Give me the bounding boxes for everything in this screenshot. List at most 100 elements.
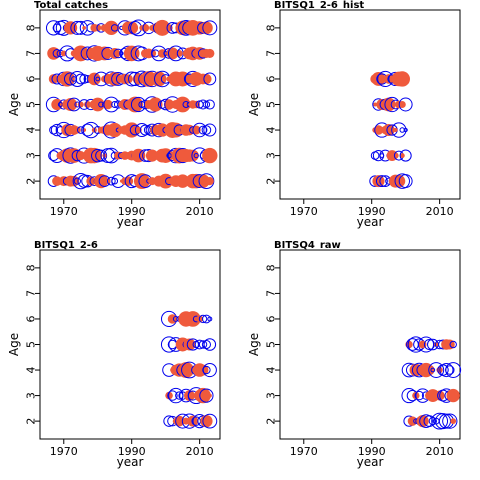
- bubble-positive: [434, 342, 439, 347]
- bubble-positive: [191, 125, 201, 135]
- bubble-negative: [111, 100, 119, 109]
- x-axis-label: year: [117, 215, 144, 229]
- bubble-positive: [371, 71, 386, 86]
- bubble-positive: [180, 73, 192, 85]
- bubble-negative: [203, 72, 217, 86]
- y-tick-label: 6: [265, 75, 278, 82]
- bubble-negative: [192, 122, 207, 138]
- bubble-positive: [82, 26, 86, 30]
- x-tick-label: 2010: [426, 445, 454, 458]
- y-tick-label: 2: [25, 178, 38, 185]
- bubble-negative: [202, 314, 211, 324]
- plot-frame: [279, 249, 461, 440]
- bubble-negative: [95, 76, 101, 82]
- x-tick-label: 1970: [50, 445, 78, 458]
- bubble-positive: [107, 122, 122, 138]
- bubble-marks: [45, 19, 218, 190]
- bubble-positive: [381, 97, 396, 112]
- x-tick-label: 1970: [290, 445, 318, 458]
- bubble-negative: [106, 176, 116, 186]
- bubble-positive: [86, 147, 103, 164]
- bubble-negative: [69, 70, 86, 87]
- bubble-negative: [207, 316, 213, 322]
- bubble-negative: [204, 99, 215, 110]
- bubble-positive: [60, 50, 67, 57]
- x-tick-label: 2010: [186, 205, 214, 218]
- bubble-positive: [109, 48, 121, 59]
- y-tick-label: 3: [265, 152, 278, 159]
- bubble-positive: [86, 176, 96, 186]
- y-tick-label: 7: [265, 290, 278, 297]
- x-tick-label: 2010: [186, 445, 214, 458]
- bubble-positive: [398, 100, 406, 109]
- bubble-negative: [423, 415, 436, 428]
- bubble-positive: [168, 122, 184, 138]
- bubble-negative: [394, 173, 410, 189]
- x-axis-label: year: [117, 455, 144, 469]
- x-tick-label: 1990: [118, 205, 146, 218]
- y-tick-label: 5: [265, 341, 278, 348]
- bubble-negative: [202, 365, 211, 375]
- panel-bitsq4-raw: BITSQ4_raw year Age 1970 1990 2010 2 3 4 5 6 7 8: [247, 240, 462, 469]
- bubble-positive: [90, 97, 105, 112]
- y-tick-label: 7: [265, 50, 278, 57]
- bubble-marks: [369, 70, 413, 189]
- bubble-positive: [175, 174, 190, 188]
- panel-bitsq1-2-6: BITSQ1_2-6 year Age 1970 1990 2010 2 3 4 5 6 7 8: [7, 240, 221, 469]
- x-axis-label: year: [357, 455, 384, 469]
- bubble-positive: [94, 174, 109, 189]
- y-tick-label: 4: [25, 127, 38, 134]
- x-tick-label: 2010: [426, 205, 454, 218]
- bubble-positive: [446, 388, 460, 403]
- bubble-negative: [73, 177, 81, 185]
- bubble-negative: [167, 390, 178, 401]
- axis-ticks: 1970 1990 2010 2 3 4 5 6 7 8: [25, 24, 214, 218]
- bubble-marks: [160, 310, 218, 429]
- bubble-negative: [95, 149, 108, 162]
- bubble-negative: [430, 367, 436, 373]
- y-tick-label: 2: [265, 178, 278, 185]
- x-tick-label: 1970: [50, 205, 78, 218]
- y-tick-label: 8: [265, 264, 278, 271]
- y-tick-label: 3: [25, 392, 38, 399]
- bubble-positive: [103, 99, 113, 110]
- bubble-positive: [392, 152, 399, 159]
- bubble-negative: [442, 413, 458, 429]
- bubble-negative: [418, 336, 435, 353]
- bubble-negative: [398, 97, 413, 112]
- x-tick-label: 1970: [290, 205, 318, 218]
- bubble-positive: [131, 148, 146, 163]
- bubble-negative: [134, 123, 149, 138]
- bubble-positive: [373, 102, 378, 107]
- bubble-positive: [202, 147, 218, 164]
- bubble-negative: [449, 340, 457, 349]
- x-tick-label: 1990: [358, 205, 386, 218]
- bubble-negative: [202, 413, 218, 429]
- plot-frame: [279, 9, 461, 200]
- y-tick-label: 7: [25, 50, 38, 57]
- panel-title: BITSQ4_raw: [274, 240, 341, 251]
- bubble-positive: [148, 97, 163, 112]
- y-tick-label: 2: [25, 418, 38, 425]
- bubble-negative: [398, 174, 413, 189]
- bubble-positive: [127, 96, 144, 113]
- y-tick-label: 4: [265, 127, 278, 134]
- bubble-positive: [97, 46, 112, 61]
- bubble-negative: [199, 388, 214, 403]
- bubble-positive: [183, 338, 196, 351]
- bubble-negative: [399, 149, 412, 162]
- y-tick-label: 5: [265, 101, 278, 108]
- bubble-negative: [439, 362, 454, 378]
- x-tick-label: 1990: [118, 445, 146, 458]
- bubble-negative: [203, 338, 217, 351]
- bubble-negative: [419, 414, 433, 428]
- bubble-negative: [403, 127, 408, 133]
- bubble-positive: [205, 48, 215, 59]
- bubble-positive: [424, 364, 435, 376]
- bubble-positive: [401, 74, 410, 84]
- y-tick-label: 3: [25, 152, 38, 159]
- panel-title: Total catches: [34, 0, 108, 11]
- bubble-positive: [201, 73, 212, 85]
- bubble-negative: [198, 125, 208, 135]
